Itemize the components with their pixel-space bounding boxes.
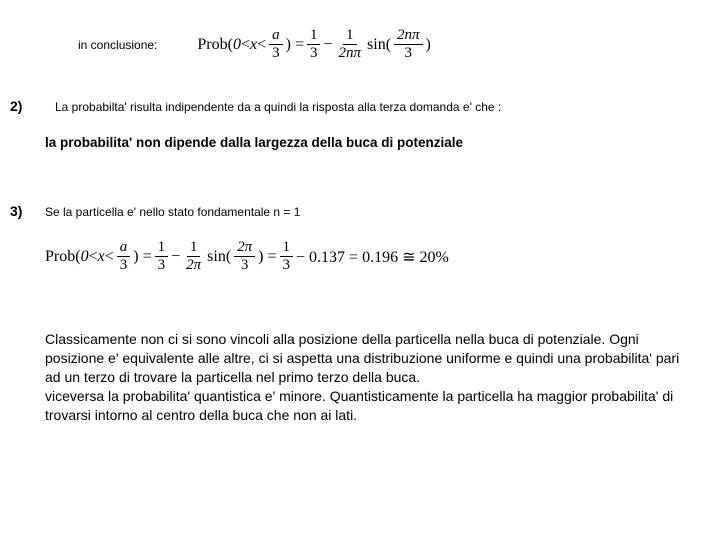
den-3b: 3 xyxy=(307,45,321,61)
den-3c: 3 xyxy=(402,45,416,61)
frac-13-2: 1 3 xyxy=(155,240,169,273)
num-1b-2: 1 xyxy=(187,240,201,257)
close-eq: ) = xyxy=(286,36,304,54)
lt1: < xyxy=(241,36,250,54)
zero-2: 0 xyxy=(81,248,89,266)
num-1: 1 xyxy=(307,28,321,45)
sin-open: sin( xyxy=(367,36,391,54)
frac-1-2pi: 1 2π xyxy=(183,240,204,273)
close-eq2-2: ) = xyxy=(258,248,276,266)
frac-13-3: 1 3 xyxy=(280,240,294,273)
num-1b: 1 xyxy=(343,28,357,45)
prob-open-2: Prob( xyxy=(45,248,81,266)
lt1-2: < xyxy=(89,248,98,266)
formula-1: Prob( 0 < x < a 3 ) = 1 3 − 1 2nπ sin( 2… xyxy=(197,28,430,61)
minus: − xyxy=(323,36,332,54)
den-3a: 3 xyxy=(269,45,283,61)
intro-row: in conclusione: Prob( 0 < x < a 3 ) = 1 … xyxy=(78,28,431,61)
frac-13: 1 3 xyxy=(307,28,321,61)
den-3a-2: 3 xyxy=(117,257,131,273)
question-2-bold: la probabilita' non dipende dalla largez… xyxy=(45,135,463,150)
den-3b-2: 3 xyxy=(155,257,169,273)
num-2pi: 2π xyxy=(234,240,255,257)
conclusion-paragraph: Classicamente non ci si sono vincoli all… xyxy=(45,330,680,424)
question-3-marker: 3) xyxy=(10,203,22,219)
num-a: a xyxy=(269,28,283,45)
den-2pi: 2π xyxy=(183,257,204,273)
num-1-2: 1 xyxy=(155,240,169,257)
prob-open: Prob( xyxy=(197,36,233,54)
lt2-2: < xyxy=(105,248,114,266)
zero: 0 xyxy=(233,36,241,54)
close-paren: ) xyxy=(426,36,431,54)
frac-a3: a 3 xyxy=(269,28,283,61)
den-2npi: 2nπ xyxy=(336,45,365,61)
frac-2pi-3: 2π 3 xyxy=(234,240,255,273)
num-a-2: a xyxy=(117,240,131,257)
close-eq-2: ) = xyxy=(133,248,151,266)
result-text: − 0.137 = 0.196 ≅ 20% xyxy=(296,247,449,267)
den-3d: 3 xyxy=(280,257,294,273)
question-3-text: Se la particella e' nello stato fondamen… xyxy=(45,205,300,219)
question-2-text: La probabilta' risulta indipendente da a… xyxy=(55,100,501,114)
frac-1-2npi: 1 2nπ xyxy=(336,28,365,61)
x-2: x xyxy=(98,248,105,266)
x-var: x xyxy=(250,36,257,54)
frac-a3-2: a 3 xyxy=(117,240,131,273)
sin-open-2: sin( xyxy=(207,248,231,266)
formula-2: Prob( 0 < x < a 3 ) = 1 3 − 1 2π sin( 2π… xyxy=(45,240,449,273)
intro-label: in conclusione: xyxy=(78,38,157,52)
minus-2: − xyxy=(171,248,180,266)
den-3c-2: 3 xyxy=(238,257,252,273)
frac-2npi-3: 2nπ 3 xyxy=(394,28,423,61)
num-2npi: 2nπ xyxy=(394,28,423,45)
question-2-marker: 2) xyxy=(10,98,22,114)
lt2: < xyxy=(257,36,266,54)
num-1c: 1 xyxy=(280,240,294,257)
